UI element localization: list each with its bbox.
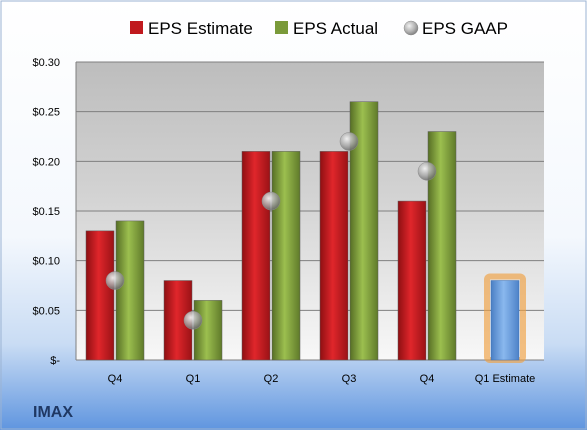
eps-gaap-point bbox=[417, 162, 437, 181]
eps-actual-bar bbox=[271, 151, 301, 361]
x-tick-label: Q4 bbox=[420, 373, 435, 385]
eps-actual-bar bbox=[115, 220, 145, 361]
company-ticker: IMAX bbox=[33, 404, 73, 421]
legend: EPS Estimate EPS Actual EPS GAAP bbox=[130, 19, 508, 38]
eps-gaap-point bbox=[339, 132, 359, 151]
gridlines bbox=[75, 61, 544, 361]
legend-eps-gaap-label: EPS GAAP bbox=[422, 19, 508, 38]
x-tick-label: Q1 Estimate bbox=[475, 373, 536, 385]
x-tick-label: Q3 bbox=[342, 373, 357, 385]
legend-eps-actual-label: EPS Actual bbox=[293, 19, 378, 38]
x-axis-ticks: Q4 Q1 Q2 Q3 Q4 Q1 Estimate bbox=[108, 373, 536, 385]
y-tick-label: $0.20 bbox=[32, 156, 60, 168]
eps-estimate-bar bbox=[319, 151, 349, 361]
eps-estimate-bar bbox=[241, 151, 271, 361]
legend-eps-estimate-swatch bbox=[130, 21, 143, 34]
y-tick-label: $0.05 bbox=[32, 305, 60, 317]
legend-eps-actual-swatch bbox=[275, 21, 288, 34]
y-tick-label: $0.10 bbox=[32, 256, 60, 268]
y-axis-ticks: $- $0.05 $0.10 $0.15 $0.20 $0.25 $0.30 bbox=[32, 57, 60, 367]
eps-estimate-bar bbox=[85, 230, 115, 361]
eps-gaap-point bbox=[183, 311, 203, 330]
x-tick-label: Q2 bbox=[264, 373, 279, 385]
eps-estimate-bar bbox=[397, 200, 427, 361]
eps-gaap-point bbox=[261, 191, 281, 211]
legend-eps-estimate-label: EPS Estimate bbox=[148, 19, 253, 38]
y-tick-label: $0.30 bbox=[32, 57, 60, 69]
y-tick-label: $0.25 bbox=[32, 107, 60, 119]
y-tick-label: $- bbox=[50, 355, 60, 367]
y-tick-label: $0.15 bbox=[32, 206, 60, 218]
q1-estimate-bar bbox=[490, 280, 520, 361]
eps-gaap-point bbox=[105, 271, 125, 290]
x-tick-label: Q4 bbox=[108, 373, 123, 385]
eps-actual-bar bbox=[193, 300, 223, 361]
x-tick-label: Q1 bbox=[186, 373, 201, 385]
legend-eps-gaap-swatch bbox=[403, 20, 419, 36]
gaap-points bbox=[105, 132, 437, 330]
